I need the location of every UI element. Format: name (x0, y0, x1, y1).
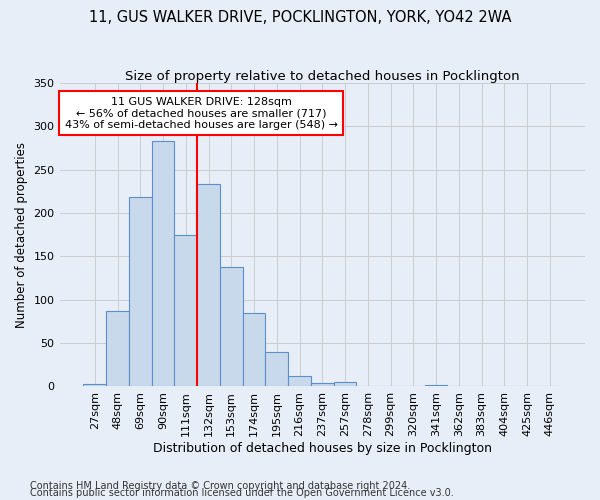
Text: Contains public sector information licensed under the Open Government Licence v3: Contains public sector information licen… (30, 488, 454, 498)
Bar (197, 184, 220, 386)
Bar (425, 384, 448, 386)
Bar (334, 382, 356, 386)
Bar (152, 141, 175, 386)
Text: 11, GUS WALKER DRIVE, POCKLINGTON, YORK, YO42 2WA: 11, GUS WALKER DRIVE, POCKLINGTON, YORK,… (89, 10, 511, 25)
Y-axis label: Number of detached properties: Number of detached properties (15, 142, 28, 328)
Bar (106, 311, 129, 386)
Bar (220, 267, 242, 386)
Text: 11 GUS WALKER DRIVE: 128sqm
← 56% of detached houses are smaller (717)
43% of se: 11 GUS WALKER DRIVE: 128sqm ← 56% of det… (65, 96, 338, 130)
Text: Contains HM Land Registry data © Crown copyright and database right 2024.: Contains HM Land Registry data © Crown c… (30, 481, 410, 491)
Bar (129, 198, 152, 386)
Bar (265, 352, 288, 386)
Bar (175, 234, 197, 386)
Bar (242, 313, 265, 386)
Title: Size of property relative to detached houses in Pocklington: Size of property relative to detached ho… (125, 70, 520, 83)
Bar (288, 376, 311, 386)
Bar (311, 383, 334, 386)
Bar (83, 384, 106, 386)
X-axis label: Distribution of detached houses by size in Pocklington: Distribution of detached houses by size … (153, 442, 492, 455)
